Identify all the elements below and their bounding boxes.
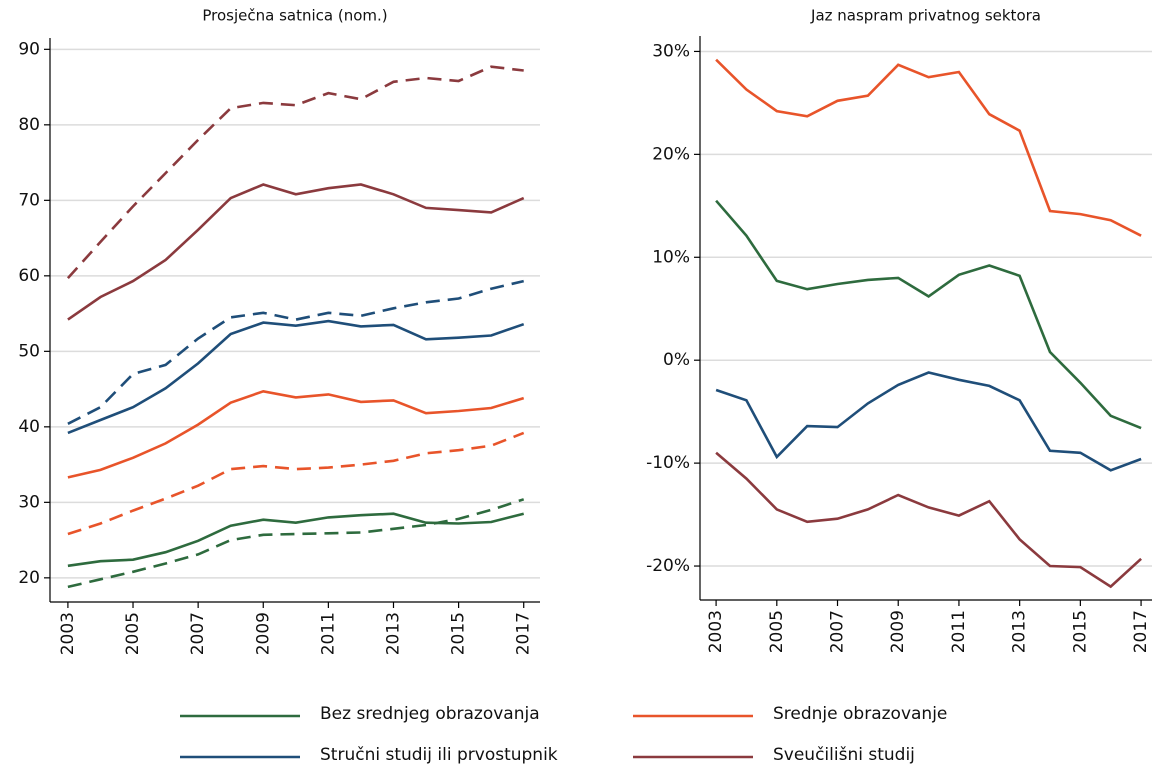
y-tick-label: -10% [646,453,690,473]
series-line [67,512,525,568]
legend-label: Sveučilišni studij [773,745,915,765]
y-tick-label: 50 [18,341,40,361]
series-line [715,451,1142,589]
y-tick-label: 60 [18,266,40,286]
chart-title: Prosječna satnica (nom.) [202,7,387,25]
x-tick-label: 2005 [767,610,787,653]
x-tick-label: 2007 [188,612,208,655]
series-line [67,431,525,536]
y-tick-label: 80 [18,115,40,135]
y-tick-label: 10% [652,247,690,267]
legend-label: Srednje obrazovanje [773,704,947,724]
series-line [67,319,525,435]
y-tick-label: 20 [18,568,40,588]
x-tick-label: 2017 [1131,610,1151,653]
x-tick-label: 2009 [888,610,908,653]
x-tick-label: 2011 [949,610,969,653]
x-tick-label: 2015 [1070,610,1090,653]
series-line [67,279,524,425]
x-tick-label: 2003 [706,610,726,653]
legend-label: Stručni studij ili prvostupnik [320,745,558,765]
chart-title: Jaz naspram privatnog sektora [810,7,1041,25]
x-tick-label: 2011 [318,612,338,655]
x-tick-label: 2007 [828,610,848,653]
series-line [67,183,525,321]
y-tick-label: 0% [663,350,690,370]
x-tick-label: 2003 [58,612,78,655]
y-tick-label: 40 [18,417,40,437]
y-tick-label: 20% [652,144,690,164]
x-tick-label: 2013 [1010,610,1030,653]
x-tick-label: 2013 [383,612,403,655]
series-line [715,199,1142,430]
x-tick-label: 2009 [253,612,273,655]
y-tick-label: 90 [18,39,40,59]
series-line [66,65,524,279]
legend-label: Bez srednjeg obrazovanja [320,704,540,724]
y-tick-label: -20% [646,556,690,576]
series-line [715,58,1142,237]
series-line [67,389,525,479]
series-line [67,498,525,589]
x-tick-label: 2005 [123,612,143,655]
series-line [715,371,1142,472]
x-tick-label: 2015 [449,612,469,655]
y-tick-label: 30 [18,492,40,512]
x-tick-label: 2017 [514,612,534,655]
y-tick-label: 30% [652,41,690,61]
y-tick-label: 70 [18,190,40,210]
